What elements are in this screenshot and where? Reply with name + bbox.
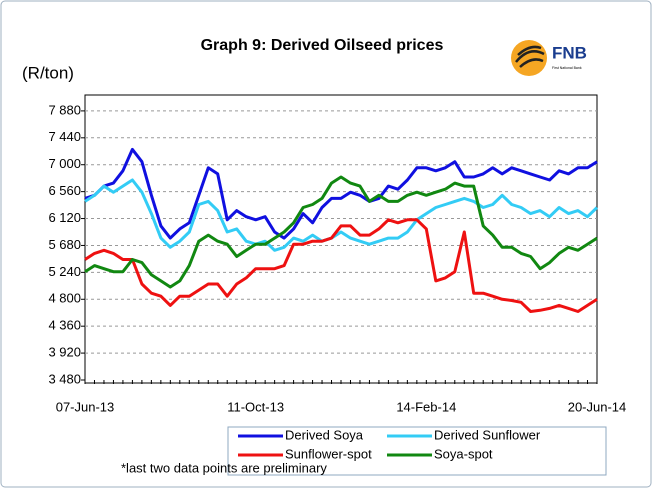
legend-label: Soya-spot — [434, 446, 493, 461]
y-tick-label: 7 440 — [48, 129, 81, 144]
x-tick-label: 20-Jun-14 — [568, 399, 627, 414]
y-tick-label: 7 000 — [48, 156, 81, 171]
y-tick-label: 4 800 — [48, 291, 81, 306]
series-line — [84, 218, 598, 313]
legend-label: Sunflower-spot — [285, 446, 372, 461]
y-tick-label: 6 560 — [48, 183, 81, 198]
series-line — [84, 147, 598, 240]
logo-text: FNB — [552, 43, 587, 62]
logo-icon — [511, 40, 547, 76]
legend-label: Derived Soya — [285, 427, 364, 442]
y-axis-label: (R/ton) — [22, 63, 74, 82]
chart-title: Graph 9: Derived Oilseed prices — [201, 37, 444, 54]
y-tick-label: 4 360 — [48, 318, 81, 333]
logo: FNB First National Bank — [511, 40, 587, 76]
y-tick-label: 5 680 — [48, 237, 81, 252]
x-tick-label: 07-Jun-13 — [56, 399, 115, 414]
y-tick-label: 5 240 — [48, 264, 81, 279]
y-tick-label: 3 920 — [48, 345, 81, 360]
footnote: *last two data points are preliminary — [121, 460, 327, 475]
x-tick-label: 11-Oct-13 — [227, 399, 284, 414]
y-tick-label: 6 120 — [48, 210, 81, 225]
logo-tree — [515, 45, 545, 68]
legend-label: Derived Sunflower — [434, 427, 541, 442]
x-tick-label: 14-Feb-14 — [396, 399, 456, 414]
y-tick-label: 3 480 — [48, 371, 81, 386]
logo-subtitle: First National Bank — [552, 66, 582, 70]
y-tick-label: 7 880 — [48, 102, 81, 117]
series-line — [84, 175, 598, 289]
series-line — [84, 178, 599, 252]
